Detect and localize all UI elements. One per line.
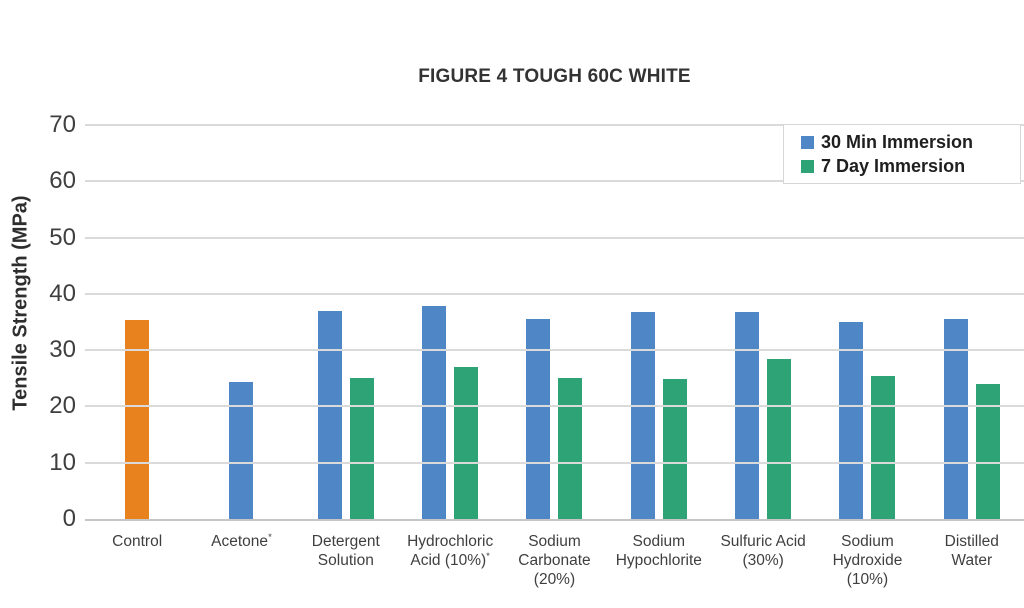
gridline-50 bbox=[85, 236, 1024, 239]
x-tick-label-sodium-hypochlorite: Sodium Hypochlorite bbox=[615, 533, 702, 570]
bar-group-sodium-carbonate-20 bbox=[502, 125, 606, 519]
legend-label: 7 Day Immersion bbox=[821, 155, 966, 176]
bar-7-day-immersion-detergent-solution bbox=[349, 378, 374, 519]
x-tick-label-distilled-water: Distilled Water bbox=[944, 533, 999, 570]
bar-group-sodium-hydroxide-10 bbox=[815, 125, 919, 519]
y-tick-label-60: 60 bbox=[49, 167, 76, 195]
chart-title: FIGURE 4 TOUGH 60C WHITE bbox=[418, 66, 691, 87]
bar-7-day-immersion-hydrochloric-acid-10 bbox=[454, 366, 479, 519]
bar-30-min-immersion-sodium-carbonate-20 bbox=[526, 319, 551, 519]
y-tick-label-10: 10 bbox=[49, 448, 76, 476]
bar-group-detergent-solution bbox=[294, 125, 398, 519]
bar-7-day-immersion-distilled-water bbox=[975, 383, 1000, 519]
legend: 30 Min Immersion 7 Day Immersion bbox=[783, 124, 1021, 184]
bar-30-min-immersion-detergent-solution bbox=[317, 310, 342, 519]
legend-swatch-icon bbox=[801, 159, 814, 173]
x-tick-label-sodium-hydroxide-10: Sodium Hydroxide (10%) bbox=[832, 533, 903, 589]
legend-item-7-day-immersion: 7 Day Immersion bbox=[801, 156, 1020, 176]
bar-group-hydrochloric-acid-10 bbox=[398, 125, 502, 519]
y-tick-label-50: 50 bbox=[49, 223, 76, 251]
legend-swatch-icon bbox=[801, 135, 814, 149]
x-tick-label-control: Control bbox=[112, 533, 163, 550]
gridline-70 bbox=[85, 124, 1024, 126]
gridline-60 bbox=[85, 180, 1024, 183]
x-tick-label-sodium-carbonate-20: Sodium Carbonate (20%) bbox=[518, 533, 591, 589]
legend-label: 30 Min Immersion bbox=[821, 131, 974, 152]
gridline-40 bbox=[85, 292, 1024, 295]
bar-group-sulfuric-acid-30 bbox=[711, 125, 815, 519]
footnote-asterisk: * bbox=[268, 532, 272, 543]
x-axis-tick-labels: Control Acetone* Detergent Solution Hydroch… bbox=[85, 532, 1024, 590]
bar-7-day-immersion-sodium-hypochlorite bbox=[662, 379, 687, 519]
bar-30-min-immersion-hydrochloric-acid-10 bbox=[422, 306, 447, 519]
y-tick-label-20: 20 bbox=[49, 392, 76, 420]
bar-group-distilled-water bbox=[920, 125, 1024, 519]
y-axis-tick-labels: 0 10 20 30 40 50 60 70 bbox=[0, 112, 76, 532]
bar-7-day-immersion-sodium-hydroxide-10 bbox=[871, 375, 896, 519]
bar-7-day-immersion-sulfuric-acid-30 bbox=[767, 358, 792, 519]
bar-30-min-immersion-distilled-water bbox=[943, 319, 968, 519]
y-tick-label-30: 30 bbox=[49, 336, 76, 364]
gridline-10 bbox=[85, 461, 1024, 464]
x-tick-label-hydrochloric-acid-10: Hydrochloric Acid (10%)* bbox=[407, 533, 494, 570]
footnote-asterisk: * bbox=[486, 551, 490, 563]
y-tick-label-70: 70 bbox=[49, 111, 76, 138]
bar-7-day-immersion-sodium-carbonate-20 bbox=[558, 378, 583, 519]
bar-30-min-immersion-acetone bbox=[229, 381, 254, 519]
bar-group-sodium-hypochlorite bbox=[607, 125, 711, 519]
y-tick-label-40: 40 bbox=[49, 279, 76, 307]
legend-item-30-min-immersion: 30 Min Immersion bbox=[801, 132, 1020, 152]
bar-group-control bbox=[85, 125, 189, 519]
plot-area bbox=[85, 124, 1024, 521]
bar-group-acetone bbox=[189, 125, 293, 519]
bar-30-min-immersion-control bbox=[125, 319, 150, 519]
bar-30-min-immersion-sodium-hypochlorite bbox=[630, 312, 655, 519]
bar-groups bbox=[85, 125, 1024, 519]
x-tick-label-sulfuric-acid-30: Sulfuric Acid (30%) bbox=[720, 533, 806, 570]
y-tick-label-0: 0 bbox=[62, 505, 76, 532]
x-tick-label-acetone: Acetone* bbox=[211, 532, 272, 551]
gridline-20 bbox=[85, 405, 1024, 408]
x-tick-label-detergent-solution: Detergent Solution bbox=[311, 533, 380, 570]
bar-30-min-immersion-sodium-hydroxide-10 bbox=[839, 322, 864, 519]
bar-30-min-immersion-sulfuric-acid-30 bbox=[735, 311, 760, 519]
gridline-30 bbox=[85, 349, 1024, 352]
